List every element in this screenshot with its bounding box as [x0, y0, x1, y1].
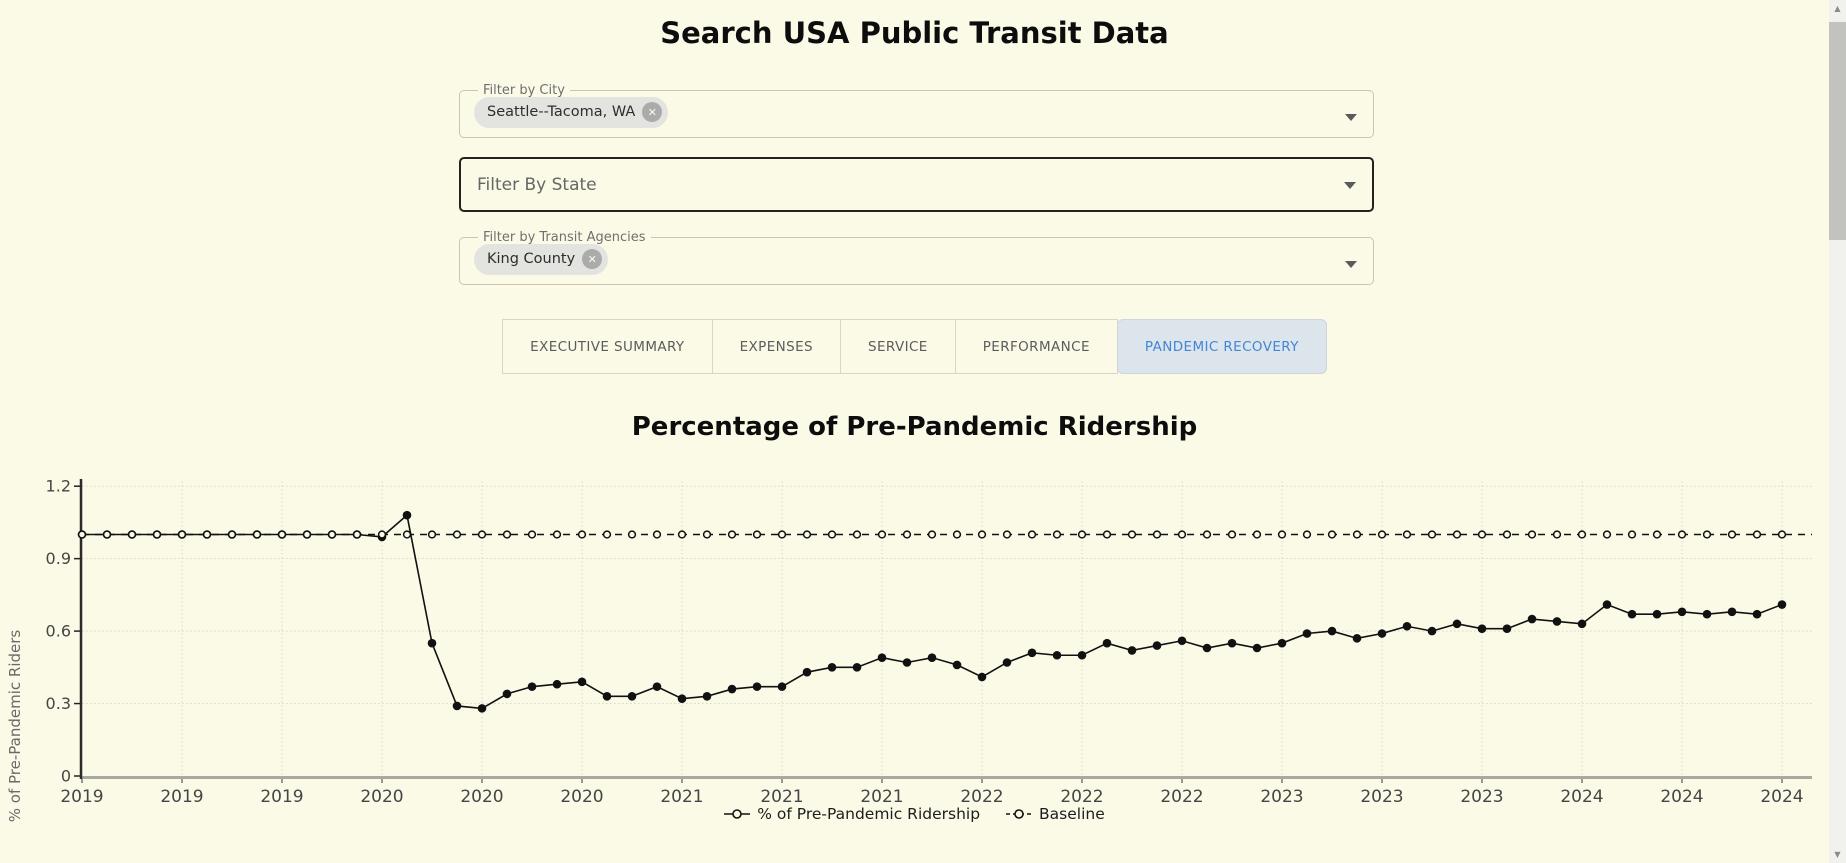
x-tick-label: 2020 — [460, 787, 503, 807]
y-tick-label: 0.6 — [46, 622, 71, 641]
y-tick-label: 0 — [61, 767, 71, 786]
x-tick-label: 2022 — [960, 787, 1003, 807]
chip-close-icon[interactable]: ✕ — [582, 249, 603, 269]
y-axis-label: % of Pre-Pandemic Riders — [6, 630, 24, 823]
ridership-chart: 2019 2019 2019 2020 2020 2020 2021 2021 2021 2022… — [6, 477, 1812, 823]
chip-label: King County — [487, 251, 576, 267]
agencies-filter[interactable]: Filter by Transit Agencies King County ✕ — [459, 231, 1374, 285]
x-tick-label: 2020 — [360, 787, 403, 807]
tab-bar: EXECUTIVE SUMMARY EXPENSES SERVICE PERFORMA… — [0, 319, 1829, 374]
scrollbar[interactable]: ▲ ▼ — [1829, 0, 1846, 863]
tab-performance[interactable]: PERFORMANCE — [954, 319, 1118, 374]
chip-king-county: King County ✕ — [474, 243, 609, 275]
city-filter[interactable]: Filter by City Seattle--Tacoma, WA ✕ — [459, 84, 1374, 138]
x-tick-label: 2023 — [1260, 787, 1303, 807]
x-tick-label: 2022 — [1160, 787, 1203, 807]
legend-marker-baseline-icon — [1006, 809, 1033, 819]
agencies-filter-chips: King County ✕ — [474, 242, 609, 276]
x-tick-label: 2023 — [1360, 787, 1403, 807]
legend-label-ridership: % of Pre-Pandemic Ridership — [757, 805, 981, 823]
agencies-dropdown-arrow-icon[interactable] — [1345, 261, 1357, 268]
state-filter[interactable]: Filter By State — [459, 157, 1374, 212]
x-tick-label: 2021 — [760, 787, 803, 807]
legend-marker-ridership-icon — [724, 809, 751, 819]
chip-seattle-tacoma-wa: Seattle--Tacoma, WA ✕ — [474, 96, 669, 128]
page-title: Search USA Public Transit Data — [660, 16, 1169, 50]
y-tick-label: 1.2 — [46, 477, 71, 496]
x-tick-label: 2019 — [160, 787, 203, 807]
state-filter-placeholder: Filter By State — [477, 174, 597, 195]
legend-item-ridership: % of Pre-Pandemic Ridership — [724, 805, 980, 823]
city-filter-label: Filter by City — [483, 83, 565, 98]
tab-executive-summary[interactable]: EXECUTIVE SUMMARY — [502, 319, 713, 374]
x-tick-label: 2019 — [60, 787, 103, 807]
scrollbar-up-arrow-icon[interactable]: ▲ — [1834, 4, 1841, 13]
x-tick-label: 2023 — [1460, 787, 1503, 807]
x-tick-label: 2020 — [560, 787, 603, 807]
chip-label: Seattle--Tacoma, WA — [487, 104, 636, 120]
x-tick-label: 2024 — [1560, 787, 1603, 807]
tab-pandemic-recovery[interactable]: PANDEMIC RECOVERY — [1116, 319, 1327, 374]
x-tick-label: 2024 — [1760, 787, 1803, 807]
city-dropdown-arrow-icon[interactable] — [1345, 114, 1357, 121]
x-tick-label: 2021 — [660, 787, 703, 807]
tab-service[interactable]: SERVICE — [840, 319, 956, 374]
y-tick-label: 0.9 — [46, 549, 71, 568]
x-tick-label: 2024 — [1660, 787, 1703, 807]
chip-close-icon[interactable]: ✕ — [642, 102, 663, 122]
chart-legend: % of Pre-Pandemic Ridership Baseline — [0, 805, 1829, 823]
y-tick-label: 0.3 — [46, 694, 71, 713]
legend-label-baseline: Baseline — [1039, 805, 1105, 823]
chart-title: Percentage of Pre-Pandemic Ridership — [631, 412, 1198, 442]
x-tick-label: 2021 — [860, 787, 903, 807]
city-filter-chips: Seattle--Tacoma, WA ✕ — [474, 95, 669, 129]
state-dropdown-arrow-icon[interactable] — [1344, 181, 1356, 189]
x-tick-label: 2019 — [260, 787, 303, 807]
agencies-filter-label: Filter by Transit Agencies — [483, 230, 646, 245]
tab-expenses[interactable]: EXPENSES — [711, 319, 842, 374]
legend-item-baseline: Baseline — [1006, 805, 1105, 823]
x-tick-label: 2022 — [1060, 787, 1103, 807]
scrollbar-down-arrow-icon[interactable]: ▼ — [1834, 850, 1841, 859]
scrollbar-thumb[interactable] — [1829, 22, 1846, 240]
filters: Filter by City Seattle--Tacoma, WA ✕ Filt… — [459, 84, 1374, 285]
